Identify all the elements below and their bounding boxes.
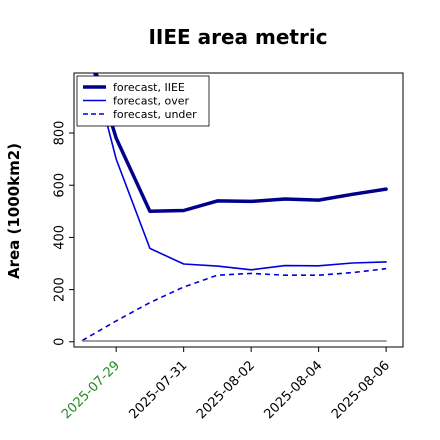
legend-label: forecast, under (113, 108, 197, 121)
series-line-forecast-iiee (94, 73, 388, 214)
x-tick-label: 2025-08-02 (194, 358, 258, 422)
legend-label: forecast, IIEE (113, 81, 185, 94)
x-tick-label: 2025-08-04 (261, 358, 325, 422)
y-tick-label: 200 (53, 277, 68, 302)
y-tick-label: 0 (53, 338, 68, 346)
series-line-forecast-over (93, 73, 387, 271)
x-tick-label: 2025-07-29 (59, 358, 123, 422)
y-axis-label: Area (1000km2) (5, 143, 23, 279)
y-tick-label: 600 (53, 173, 68, 198)
y-tick-label: 400 (53, 225, 68, 250)
series-line-forecast-under (81, 267, 387, 342)
plot-frame (73, 72, 404, 348)
x-tick-label: 2025-07-31 (126, 358, 190, 422)
chart-title: IIEE area metric (148, 25, 327, 49)
legend-label: forecast, over (113, 94, 189, 107)
series-group (81, 73, 388, 342)
y-tick-label: 800 (53, 121, 68, 146)
x-tick-label: 2025-08-06 (329, 358, 393, 422)
